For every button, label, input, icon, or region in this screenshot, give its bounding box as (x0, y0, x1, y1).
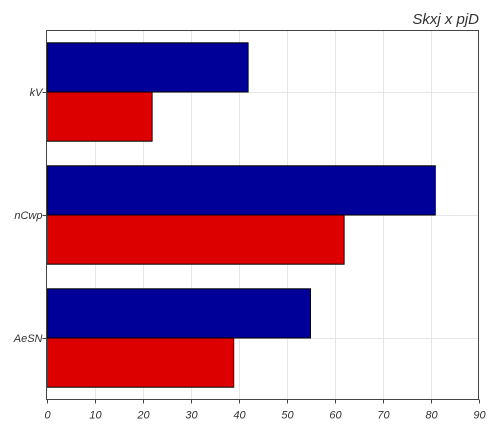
x-tick-label: 60 (329, 410, 342, 422)
y-tick-label: kV (30, 87, 45, 99)
x-tick-label: 10 (89, 410, 102, 422)
bar-AeSN-1 (46, 288, 311, 339)
y-tick-label: nCwp (14, 210, 42, 222)
x-tick-label: 50 (281, 410, 294, 422)
x-tick-label: 80 (425, 410, 438, 422)
bar-kV-2 (46, 91, 153, 142)
y-tick-label: AeSN (13, 333, 43, 345)
x-tick-label: 90 (473, 410, 486, 422)
chart-title: Skxj x pjD (412, 11, 479, 28)
x-axis-ticks: 0 10 20 30 40 50 60 70 80 90 (44, 399, 486, 422)
x-tick-label: 20 (136, 410, 150, 422)
x-tick-label: 70 (377, 410, 390, 422)
x-tick-label: 30 (185, 410, 198, 422)
y-axis-ticks: kV nCwp AeSN (13, 87, 47, 345)
x-tick-label: 40 (233, 410, 246, 422)
bar-kV-1 (46, 42, 249, 93)
x-tick-label: 0 (44, 410, 51, 422)
bar-AeSN-2 (46, 337, 235, 388)
bars (46, 42, 436, 388)
bar-nCwp-1 (46, 165, 436, 216)
bar-nCwp-2 (46, 214, 345, 265)
